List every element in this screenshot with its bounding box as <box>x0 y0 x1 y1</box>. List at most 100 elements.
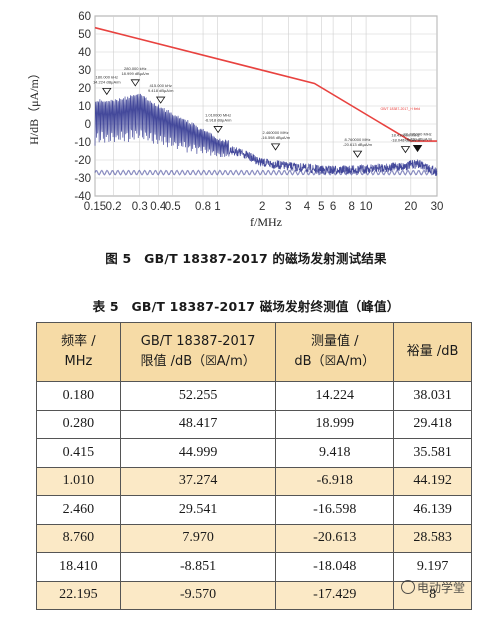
y-tick-label: 30 <box>78 65 91 77</box>
table-row: 8.760 7.970 -20.613 28.583 <box>36 523 472 553</box>
magnetic-emission-chart: -40 -30 -20 -10 0 10 20 30 40 50 60 0.15 0.2 0.3 0.4 0.… <box>0 0 492 232</box>
table-row: 0.180 52.255 14.224 38.031 <box>36 381 472 411</box>
x-tick-label: 3 <box>285 201 291 213</box>
peak-marker-label: -6.918 dBμA/m <box>205 117 232 122</box>
peak-marker <box>352 150 363 158</box>
cell-measured: 9.418 <box>275 438 395 468</box>
x-tick-label: 0.4 <box>150 201 167 213</box>
cell-frequency: 0.180 <box>36 381 121 411</box>
cell-margin: 35.581 <box>393 438 472 468</box>
x-tick-label: 0.3 <box>132 201 148 213</box>
header-frequency: 频率 / MHz <box>36 322 121 382</box>
cell-measured: -17.429 <box>275 580 395 610</box>
cell-frequency: 0.415 <box>36 438 121 468</box>
peak-marker-label: 18.410000 MHz <box>391 132 419 137</box>
table-row: 22.195 -9.570 -17.429 8 <box>36 580 472 610</box>
peak-marker-label: 180.000 kHz <box>96 74 118 79</box>
x-tick-label: 2 <box>259 201 265 213</box>
x-tick-label: 8 <box>348 201 354 213</box>
peak-marker-label: 2.460000 MHz <box>263 130 289 135</box>
table-row: 0.415 44.999 9.418 35.581 <box>36 438 472 468</box>
cell-measured: -6.918 <box>275 466 395 496</box>
header-measured-line2: dB（☒A/m） <box>294 354 376 369</box>
header-limit-line1: GB/T 18387-2017 <box>140 334 256 349</box>
cell-limit: -8.851 <box>119 552 277 582</box>
table-caption: 表 5 GB/T 18387-2017 磁场发射终测值（峰值） <box>92 299 400 314</box>
table-row: 1.010 37.274 -6.918 44.192 <box>36 466 472 496</box>
x-tick-label: 5 <box>318 201 324 213</box>
cell-frequency: 0.280 <box>36 409 121 439</box>
cell-limit: 29.541 <box>119 495 277 525</box>
cell-frequency: 2.460 <box>36 495 121 525</box>
cell-measured: -20.613 <box>275 523 395 553</box>
peak-marker <box>412 144 423 153</box>
y-axis-label: H/dB（μA/m） <box>27 67 41 145</box>
results-table: 频率 / MHz GB/T 18387-2017 限值 /dB（☒A/m） 测量… <box>36 322 472 610</box>
watermark-logo-icon <box>401 580 415 594</box>
cell-margin: 9.197 <box>393 552 472 582</box>
watermark: 电动学堂 <box>401 579 465 596</box>
peak-marker-label: -20.613 dBμA/m <box>343 142 373 147</box>
cell-limit: 37.274 <box>119 466 277 496</box>
table-header-row: 频率 / MHz GB/T 18387-2017 限值 /dB（☒A/m） 测量… <box>36 322 472 382</box>
header-frequency-line2: MHz <box>64 354 93 369</box>
peak-marker <box>213 126 223 134</box>
peak-marker-label: 18.999 dBμA/m <box>121 71 149 76</box>
x-tick-label: 30 <box>431 201 444 213</box>
measured-trace <box>94 93 438 177</box>
header-limit-line2: 限值 /dB（☒A/m） <box>140 354 256 369</box>
cell-measured: 18.999 <box>275 409 395 439</box>
cell-measured: -16.598 <box>275 495 395 525</box>
peak-marker-label: -17.429 dBμA/m <box>403 136 433 141</box>
measured-trace-floor <box>94 169 438 176</box>
cell-margin: 38.031 <box>393 381 472 411</box>
peak-marker <box>400 146 411 154</box>
limit-line <box>94 26 437 142</box>
y-tick-label: 0 <box>85 119 91 131</box>
peak-marker <box>130 79 141 87</box>
header-frequency-line1: 频率 / <box>61 334 96 349</box>
peak-marker-label: 1.010000 MHz <box>205 112 231 117</box>
figure-caption: 图 5 GB/T 18387-2017 的磁场发射测试结果 <box>105 251 387 266</box>
peak-marker-label: 14.224 dBμA/m <box>93 79 121 84</box>
cell-limit: 44.999 <box>119 438 277 468</box>
cell-margin: 29.418 <box>393 409 472 439</box>
y-tick-label: 20 <box>78 83 91 95</box>
cell-limit: 52.255 <box>119 381 277 411</box>
header-margin: 裕量 /dB <box>393 322 472 382</box>
y-tick-label: -30 <box>74 173 91 185</box>
x-tick-label: 1 <box>214 201 220 213</box>
peak-marker-label: 22.195000 MHz <box>403 131 431 136</box>
x-tick-label: 0.8 <box>195 201 211 213</box>
header-measured: 测量值 / dB（☒A/m） <box>275 322 395 382</box>
x-tick-label: 10 <box>360 201 373 213</box>
x-tick-label: 0.5 <box>165 201 181 213</box>
cell-limit: 48.417 <box>119 409 277 439</box>
x-tick-label: 0.2 <box>106 201 122 213</box>
x-tick-label: 6 <box>330 201 336 213</box>
peak-marker <box>155 96 166 104</box>
cell-frequency: 1.010 <box>36 466 121 496</box>
peak-marker-label: 8.760000 MHz <box>345 137 371 142</box>
cell-margin: 28.583 <box>393 523 472 553</box>
y-tick-label: 60 <box>78 11 91 23</box>
peak-marker-label: 280.000 kHz <box>124 66 146 71</box>
x-axis-label: f/MHz <box>250 215 282 229</box>
peak-marker <box>102 87 112 96</box>
y-tick-label: 40 <box>78 47 91 59</box>
cell-frequency: 8.760 <box>36 523 121 553</box>
cell-measured: 14.224 <box>275 381 395 411</box>
x-tick-label: 20 <box>404 201 417 213</box>
cell-limit: -9.570 <box>119 580 277 610</box>
table-row: 2.460 29.541 -16.598 46.139 <box>36 495 472 525</box>
y-tick-label: -10 <box>74 137 91 149</box>
peak-marker-label: 415.000 kHz <box>149 83 171 88</box>
y-tick-label: -40 <box>74 191 91 203</box>
peak-marker-label: -18.048 dBμA/m <box>391 137 421 142</box>
table-row: 0.280 48.417 18.999 29.418 <box>36 409 472 439</box>
y-tick-label: 10 <box>78 101 91 113</box>
header-margin-line1: 裕量 /dB <box>406 344 459 359</box>
table-row: 18.410 -8.851 -18.048 9.197 <box>36 552 472 582</box>
cell-limit: 7.970 <box>119 523 277 553</box>
